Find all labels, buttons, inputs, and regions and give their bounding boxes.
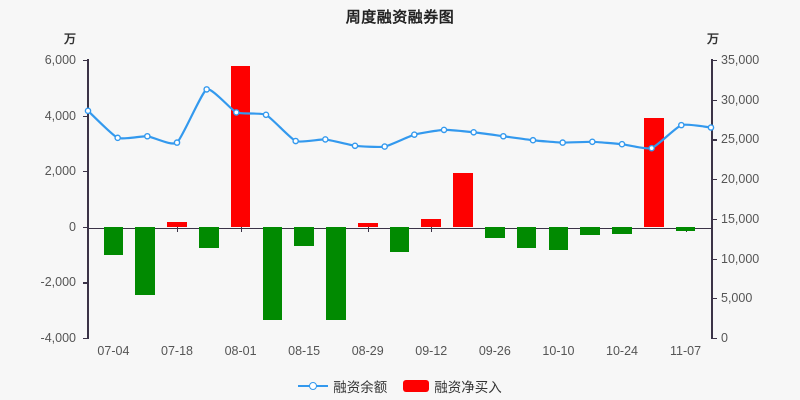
chart-title: 周度融资融券图: [345, 9, 455, 26]
x-tick-label: 08-15: [288, 344, 321, 358]
bar[interactable]: [548, 226, 569, 250]
right-tick: [712, 298, 717, 300]
line-marker[interactable]: [173, 139, 181, 146]
line-marker[interactable]: [648, 144, 655, 152]
line-marker[interactable]: [529, 136, 537, 144]
x-tick-label: 09-12: [415, 344, 448, 358]
line-marker[interactable]: [351, 142, 359, 150]
line-marker[interactable]: [500, 132, 507, 140]
line-marker[interactable]: [262, 111, 270, 119]
left-tick: [83, 282, 88, 284]
bar[interactable]: [516, 226, 537, 248]
bar[interactable]: [643, 118, 664, 227]
right-tick: [712, 179, 717, 181]
right-tick-label: 35,000: [721, 53, 760, 67]
bar[interactable]: [453, 172, 473, 227]
left-tick-label: 2,000: [44, 164, 76, 179]
left-tick: [83, 171, 88, 173]
x-tick: [240, 226, 242, 232]
x-tick: [177, 226, 179, 232]
x-tick-label: 08-01: [224, 344, 257, 358]
bar[interactable]: [389, 226, 410, 252]
line-marker[interactable]: [589, 138, 596, 146]
line-marker[interactable]: [678, 121, 685, 129]
right-tick: [712, 218, 717, 221]
right-tick: [712, 60, 717, 62]
bar[interactable]: [198, 226, 219, 248]
right-tick-label: 5,000: [721, 291, 753, 306]
left-axis-unit: 万: [64, 32, 77, 46]
chart-legend: 融资余额 融资净买入: [0, 376, 800, 396]
legend-item-bar[interactable]: 融资净买入: [403, 376, 502, 396]
bar[interactable]: [485, 226, 505, 239]
line-marker[interactable]: [203, 86, 210, 93]
line-marker[interactable]: [559, 139, 566, 146]
right-axis-unit: 万: [707, 32, 720, 46]
bar[interactable]: [612, 226, 632, 234]
left-tick-label: 4,000: [44, 108, 76, 123]
bar[interactable]: [135, 226, 156, 295]
bar[interactable]: [167, 222, 187, 227]
line-marker[interactable]: [233, 109, 240, 116]
bar[interactable]: [421, 219, 442, 227]
line-marker[interactable]: [381, 143, 388, 150]
right-tick-label: 10,000: [721, 251, 760, 266]
line-marker[interactable]: [470, 128, 477, 136]
legend-label-1: 融资净买入: [434, 380, 502, 395]
line-marker[interactable]: [707, 124, 715, 131]
line-marker[interactable]: [84, 107, 92, 115]
x-tick: [431, 226, 433, 232]
x-tick-label: 07-04: [97, 344, 130, 358]
right-tick: [712, 99, 717, 101]
right-tick-label: 0: [721, 331, 728, 345]
right-tick: [712, 338, 717, 340]
bar[interactable]: [230, 65, 251, 227]
bar-swatch-icon: [403, 380, 430, 392]
line-marker[interactable]: [411, 131, 418, 138]
bar[interactable]: [294, 226, 314, 247]
legend-item-line[interactable]: 融资余额: [298, 376, 387, 396]
x-tick-label: 09-26: [478, 344, 511, 358]
left-tick-label: 6,000: [44, 53, 76, 67]
line-marker[interactable]: [618, 140, 626, 148]
x-tick: [367, 226, 369, 232]
right-tick-label: 20,000: [721, 172, 760, 187]
line-marker-icon: [298, 380, 329, 392]
line-marker[interactable]: [292, 137, 299, 145]
left-tick: [83, 115, 88, 117]
left-tick: [83, 226, 88, 228]
bar[interactable]: [262, 226, 283, 320]
right-axis-line: [711, 59, 713, 339]
left-tick-label: -2,000: [40, 275, 76, 290]
line-marker[interactable]: [114, 134, 121, 142]
bar[interactable]: [675, 226, 696, 231]
line-marker[interactable]: [440, 126, 448, 134]
line-marker[interactable]: [144, 132, 151, 140]
x-tick-label: 10-10: [542, 344, 575, 358]
bar[interactable]: [103, 226, 124, 255]
x-tick-label: 11-07: [670, 344, 702, 358]
bar[interactable]: [580, 226, 601, 236]
left-tick: [83, 60, 88, 62]
left-axis-line: [87, 59, 89, 339]
left-tick-label: -4,000: [40, 331, 76, 345]
right-tick: [712, 139, 717, 141]
right-tick-label: 30,000: [721, 92, 760, 107]
right-tick: [712, 258, 717, 260]
x-tick-label: 07-18: [161, 344, 193, 358]
right-tick-label: 25,000: [721, 132, 760, 147]
left-tick-label: 0: [69, 219, 76, 234]
bar[interactable]: [357, 223, 378, 227]
legend-label-0: 融资余额: [333, 380, 388, 395]
bar[interactable]: [326, 226, 346, 320]
left-tick: [83, 338, 88, 340]
right-tick-label: 15,000: [721, 211, 760, 226]
line-marker[interactable]: [322, 136, 329, 143]
x-tick-label: 10-24: [606, 344, 638, 358]
x-tick-label: 08-29: [351, 344, 384, 358]
